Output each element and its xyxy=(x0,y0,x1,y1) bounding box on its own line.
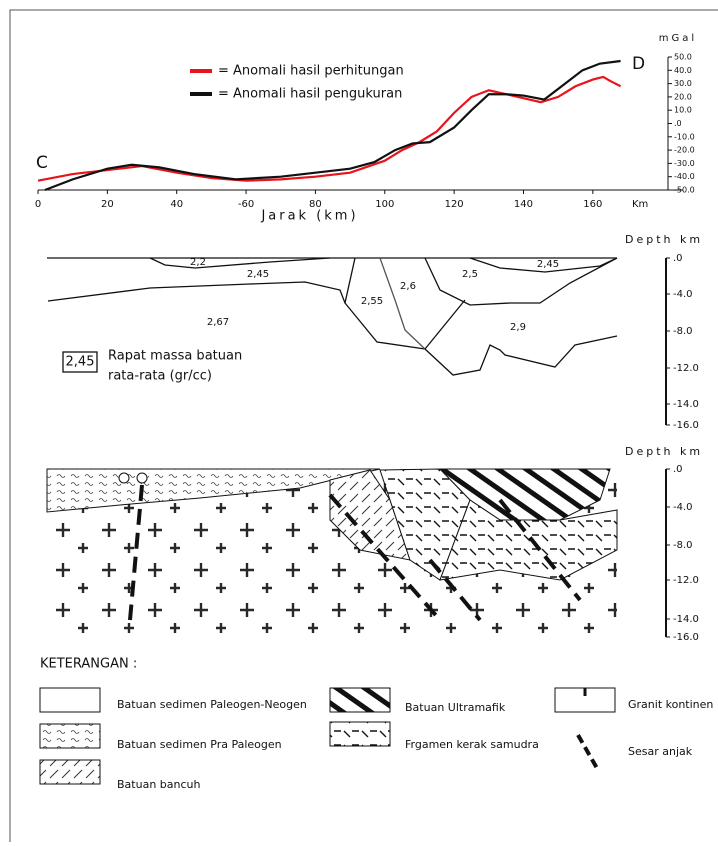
depth-tick-label: -4.0 xyxy=(673,502,693,513)
legend-item: Batuan sedimen Paleogen-Neogen xyxy=(117,698,307,711)
depth-tick-label: -8.0 xyxy=(673,326,693,337)
depth-tick-label: -4.0 xyxy=(673,289,693,300)
y-tick-label: -40.0 xyxy=(674,172,695,181)
x-tick-label: 120 xyxy=(445,199,464,210)
density-label: 2,2 xyxy=(190,257,206,268)
legend-item: Granit kontinen xyxy=(628,698,713,711)
density-label: 2,9 xyxy=(510,322,526,333)
depth-tick-label: -8.0 xyxy=(673,540,693,551)
y-tick-label: -50.0 xyxy=(674,186,695,195)
depth-tick-label: -14.0 xyxy=(673,614,699,625)
depth-tick-label: .0 xyxy=(673,253,683,264)
legend-item: Batuan bancuh xyxy=(117,778,200,791)
y-tick-label: 20.0 xyxy=(674,92,692,101)
depth-title: Depth km xyxy=(625,445,703,458)
depth-tick-label: -12.0 xyxy=(673,575,699,586)
depth-tick-label: -16.0 xyxy=(673,632,699,643)
legend-item: Batuan Ultramafik xyxy=(405,701,506,714)
legend-label: = Anomali hasil pengukuran xyxy=(218,87,402,102)
y-unit: mGal xyxy=(659,33,697,44)
y-tick-label: 10.0 xyxy=(674,106,692,115)
depth-tick-label: -12.0 xyxy=(673,363,699,374)
y-tick-label: 40.0 xyxy=(674,66,692,75)
y-tick-label: 50.0 xyxy=(674,53,692,62)
x-tick-label: -60 xyxy=(238,199,254,210)
depth-tick-label: -16.0 xyxy=(673,420,699,431)
annotation: C xyxy=(36,153,48,173)
density-label: 2,6 xyxy=(400,281,416,292)
x-axis-label: Jarak (km) xyxy=(260,209,358,224)
density-label: 2,5 xyxy=(462,269,478,280)
y-tick-label: .0 xyxy=(674,119,682,128)
depth-title: Depth km xyxy=(625,233,703,246)
x-unit: Km xyxy=(632,199,648,210)
frame xyxy=(10,10,718,842)
legend-label: = Anomali hasil perhitungan xyxy=(218,64,404,79)
legend-item: Frgamen kerak samudra xyxy=(405,738,539,751)
depth-tick-label: -14.0 xyxy=(673,399,699,410)
x-tick-label: 160 xyxy=(583,199,602,210)
geology-section xyxy=(47,469,666,640)
density-label: 2,55 xyxy=(361,296,383,307)
key-text: Rapat massa batuan xyxy=(108,349,242,364)
y-tick-label: -10.0 xyxy=(674,132,695,141)
annotation: D xyxy=(632,54,645,74)
y-tick-label: 30.0 xyxy=(674,79,692,88)
series-line xyxy=(45,61,621,190)
legend-title: KETERANGAN : xyxy=(40,657,137,672)
y-tick-label: -20.0 xyxy=(674,146,695,155)
x-tick-label: 100 xyxy=(375,199,394,210)
legend-item: Batuan sedimen Pra Paleogen xyxy=(117,738,282,751)
density-label: 2,67 xyxy=(207,317,229,328)
legend-item: Sesar anjak xyxy=(628,745,693,758)
x-tick-label: 20 xyxy=(101,199,114,210)
x-tick-label: 0 xyxy=(35,199,41,210)
x-tick-label: 40 xyxy=(170,199,183,210)
depth-tick-label: .0 xyxy=(673,464,683,475)
y-tick-label: -30.0 xyxy=(674,159,695,168)
figure: KETERANGAN : 02040-608010012014016050.04… xyxy=(0,0,718,842)
density-label: 2,45 xyxy=(247,269,269,280)
key-value: 2,45 xyxy=(66,355,95,370)
key-text: rata-rata (gr/cc) xyxy=(108,369,212,384)
x-tick-label: 140 xyxy=(514,199,533,210)
density-label: 2,45 xyxy=(537,259,559,270)
density-section xyxy=(47,258,666,425)
